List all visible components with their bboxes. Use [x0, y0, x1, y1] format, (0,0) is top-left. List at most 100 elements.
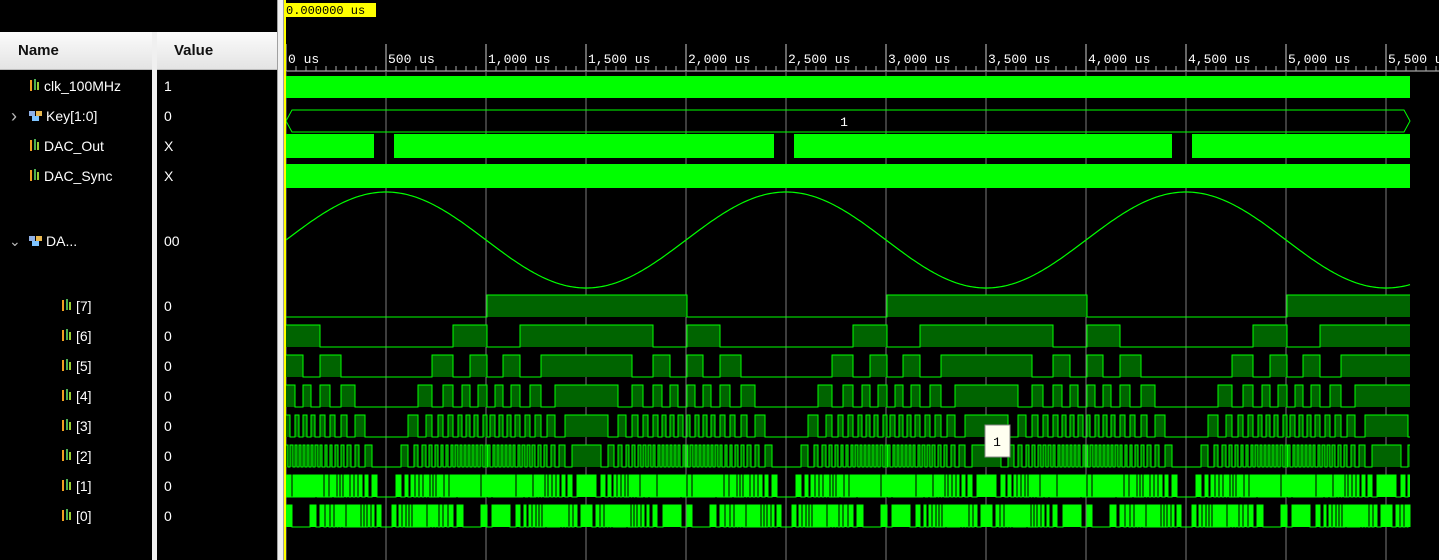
bit-high-segment	[1248, 415, 1253, 437]
bit-high-segment	[1227, 475, 1229, 497]
bit-high-segment	[1042, 505, 1044, 527]
value-column-header[interactable]: Value	[157, 32, 277, 70]
bit-high-segment	[1360, 505, 1362, 527]
bit-high-segment	[533, 505, 535, 527]
bit-high-segment	[1008, 475, 1011, 497]
bit-high-segment	[674, 445, 676, 467]
tick-label: 5,000 us	[1288, 52, 1350, 67]
bit-high-segment	[478, 385, 487, 407]
signal-value: 0	[164, 508, 172, 524]
signal-row[interactable]: DAC_Out X	[0, 131, 277, 161]
signal-name-pane: Name Value clk_100MHz 1 › Key[1:0] 0 DAC_Out X…	[0, 0, 277, 560]
signal-row[interactable]: [3] 0	[0, 411, 277, 441]
bit-high-segment	[695, 415, 699, 437]
signal-row[interactable]: [2] 0	[0, 441, 277, 471]
bit-high-segment	[608, 445, 614, 467]
signal-value: 0	[164, 478, 172, 494]
bit-high-segment	[438, 415, 443, 437]
bit-high-segment	[1159, 475, 1162, 497]
bit-high-segment	[1022, 475, 1024, 497]
bit-high-segment	[355, 415, 365, 437]
bit-high-segment	[670, 445, 672, 467]
bit-high-segment	[605, 505, 607, 527]
bit-high-segment	[841, 445, 843, 467]
chevron-right-icon[interactable]: ›	[11, 106, 17, 126]
name-column-header[interactable]: Name	[0, 32, 152, 70]
bit-high-segment	[670, 415, 674, 437]
bit-high-segment	[1342, 475, 1344, 497]
signal-row[interactable]: [5] 0	[0, 351, 277, 381]
bit-high-segment	[436, 505, 438, 527]
bit-high-segment	[835, 445, 838, 467]
bit-high-segment	[1408, 475, 1410, 497]
bit-high-segment	[507, 415, 511, 437]
bit-high-segment	[377, 505, 381, 527]
bit-high-segment	[695, 445, 697, 467]
bit-high-segment	[747, 445, 751, 467]
bit-high-segment	[811, 475, 814, 497]
bit-high-segment	[955, 385, 1018, 407]
bit-high-segment	[1401, 475, 1405, 497]
bit-high-segment	[462, 385, 470, 407]
bit-high-segment	[1087, 505, 1092, 527]
column-separator[interactable]	[152, 32, 157, 560]
bit-high-segment	[457, 505, 463, 527]
bit-high-segment	[568, 475, 572, 497]
bit-high-segment	[335, 505, 337, 527]
bit-high-segment	[977, 475, 996, 497]
bit-high-segment	[433, 505, 435, 527]
signal-row[interactable]: [1] 0	[0, 471, 277, 501]
bit-high-segment	[544, 445, 547, 467]
signal-row[interactable]: clk_100MHz 1	[0, 71, 277, 101]
bit-high-segment	[1344, 445, 1347, 467]
wire-icon	[29, 162, 41, 192]
chevron-down-icon[interactable]: ⌄	[9, 233, 21, 249]
bit-high-segment	[1070, 415, 1074, 437]
bit-high-segment	[699, 445, 701, 467]
signal-row[interactable]: [4] 0	[0, 381, 277, 411]
bit-high-segment	[888, 445, 890, 467]
signal-name: DA...	[46, 233, 78, 249]
bit-high-segment	[768, 505, 770, 527]
bit-high-segment	[372, 505, 374, 527]
bit-high-segment	[315, 475, 317, 497]
bit-high-segment	[320, 445, 322, 467]
bit-high-segment	[666, 445, 668, 467]
bit-high-segment	[792, 505, 796, 527]
signal-row[interactable]: [0] 0	[0, 501, 277, 531]
bit-high-segment	[827, 475, 829, 497]
bit-1-waveform	[286, 474, 1410, 498]
bit-high-segment	[1032, 475, 1034, 497]
cursor-time-label: 0.000000 us	[286, 4, 365, 18]
bit-high-segment	[1192, 505, 1196, 527]
bit-high-segment	[890, 415, 895, 437]
signal-row[interactable]: › Key[1:0] 0	[0, 101, 277, 131]
bit-high-segment	[320, 385, 330, 407]
bit-high-segment	[720, 385, 730, 407]
bit-high-segment	[611, 505, 613, 527]
bit-high-segment	[829, 445, 832, 467]
signal-row[interactable]: ⌄ DA... 00	[0, 226, 277, 256]
wire-icon	[61, 352, 73, 382]
bit-high-segment	[483, 415, 487, 437]
bit-high-segment	[530, 385, 541, 407]
bit-high-segment	[1335, 415, 1341, 437]
signal-row[interactable]: [6] 0	[0, 321, 277, 351]
tick-label: 5,500 us	[1388, 52, 1439, 67]
signal-value: 1	[164, 78, 172, 94]
bit-high-segment	[933, 505, 935, 527]
bit-high-segment	[1130, 415, 1135, 437]
bit-high-segment	[541, 355, 632, 377]
tick-label: 1,000 us	[488, 52, 550, 67]
signal-row[interactable]: [7] 0	[0, 291, 277, 321]
bit-high-segment	[403, 505, 405, 527]
bit-high-segment	[520, 325, 653, 347]
waveform-canvas[interactable]: 0 us 500 us 1,000 us 1,500 us 2,000 us 2,500 …	[284, 0, 1439, 560]
bit-high-segment	[470, 355, 487, 377]
bit-high-segment	[741, 415, 747, 437]
signal-name: DAC_Sync	[44, 168, 113, 184]
signal-row[interactable]: DAC_Sync X	[0, 161, 277, 191]
pane-splitter[interactable]	[277, 0, 284, 560]
bit-high-segment	[1292, 505, 1310, 527]
bit-high-segment	[315, 445, 318, 467]
